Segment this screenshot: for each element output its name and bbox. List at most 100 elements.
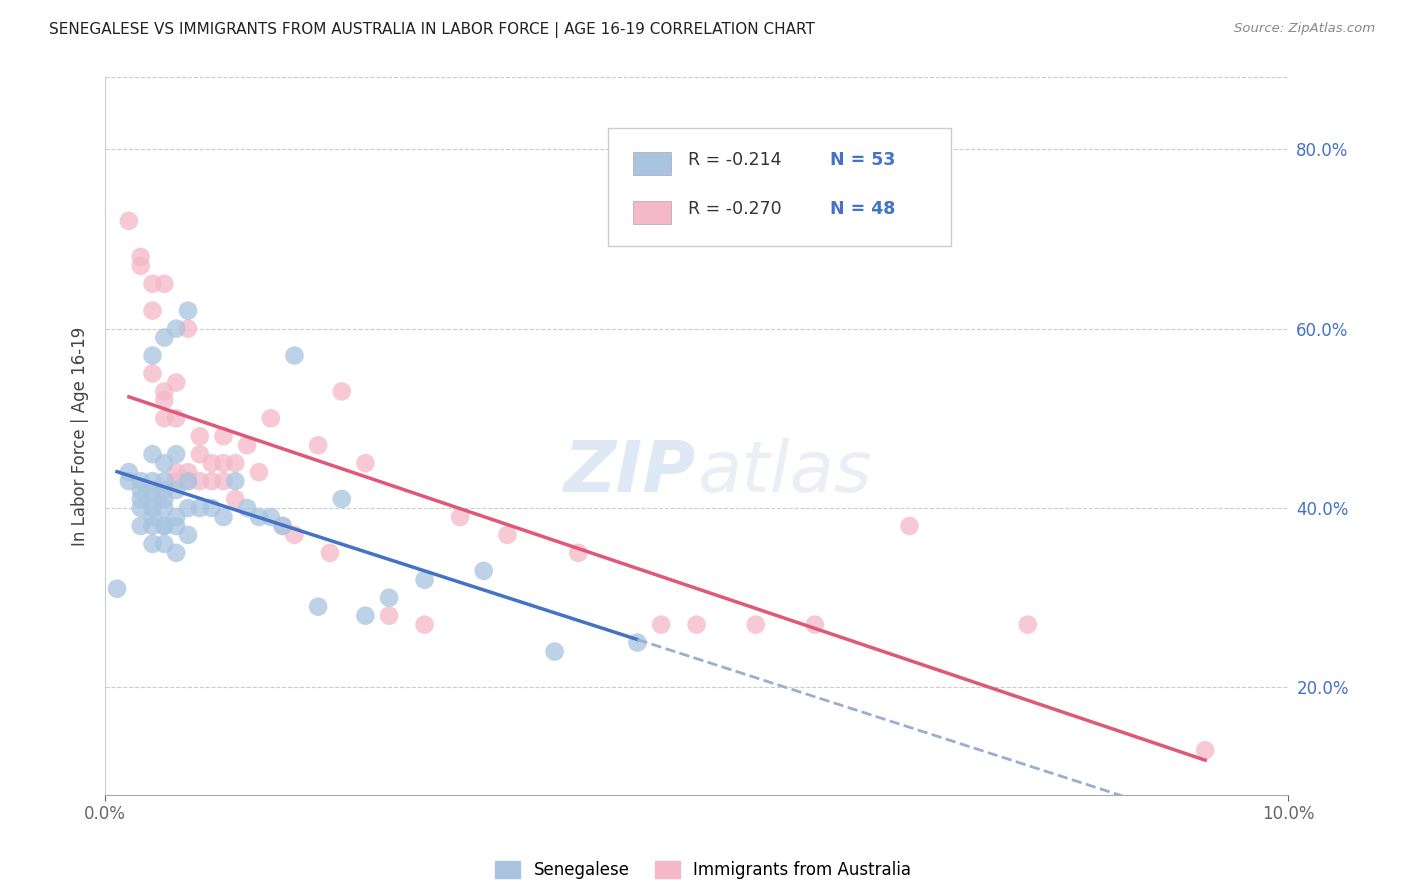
Point <box>129 250 152 264</box>
Point <box>472 564 495 578</box>
Point <box>745 617 768 632</box>
Point <box>201 474 224 488</box>
Point <box>165 321 187 335</box>
Point <box>804 617 827 632</box>
Point <box>141 474 163 488</box>
Point <box>129 519 152 533</box>
Point <box>153 474 176 488</box>
Y-axis label: In Labor Force | Age 16-19: In Labor Force | Age 16-19 <box>72 326 89 546</box>
FancyBboxPatch shape <box>607 128 950 246</box>
Text: ZIP: ZIP <box>564 438 696 507</box>
Text: N = 53: N = 53 <box>831 151 896 169</box>
Point <box>177 528 200 542</box>
Point <box>188 429 211 443</box>
Point <box>153 519 176 533</box>
Point <box>165 465 187 479</box>
Point <box>177 474 200 488</box>
Point <box>413 617 436 632</box>
Point <box>141 367 163 381</box>
Point <box>378 591 401 605</box>
Point <box>224 456 246 470</box>
Point <box>153 501 176 516</box>
Point <box>188 447 211 461</box>
Point <box>129 501 152 516</box>
Point <box>153 384 176 399</box>
FancyBboxPatch shape <box>633 152 671 175</box>
Point <box>165 411 187 425</box>
Point <box>247 510 270 524</box>
Point <box>271 519 294 533</box>
Point <box>165 447 187 461</box>
Point <box>567 546 589 560</box>
Text: Source: ZipAtlas.com: Source: ZipAtlas.com <box>1234 22 1375 36</box>
Point <box>319 546 342 560</box>
Point <box>141 501 163 516</box>
Point <box>105 582 128 596</box>
Point <box>165 519 187 533</box>
Point <box>165 376 187 390</box>
Point <box>165 474 187 488</box>
Point <box>283 349 305 363</box>
Text: R = -0.270: R = -0.270 <box>689 200 782 218</box>
Point <box>212 510 235 524</box>
Point <box>260 510 283 524</box>
Point <box>449 510 471 524</box>
Point <box>212 456 235 470</box>
Point <box>129 474 152 488</box>
Point <box>153 537 176 551</box>
Point <box>224 474 246 488</box>
Text: N = 48: N = 48 <box>831 200 896 218</box>
Point <box>247 465 270 479</box>
Point <box>141 447 163 461</box>
Point <box>129 483 152 497</box>
Point <box>201 456 224 470</box>
Point <box>129 259 152 273</box>
Point <box>153 411 176 425</box>
Point <box>141 519 163 533</box>
Point <box>224 491 246 506</box>
Point <box>1194 743 1216 757</box>
Point <box>330 384 353 399</box>
Point <box>165 510 187 524</box>
Text: SENEGALESE VS IMMIGRANTS FROM AUSTRALIA IN LABOR FORCE | AGE 16-19 CORRELATION C: SENEGALESE VS IMMIGRANTS FROM AUSTRALIA … <box>49 22 815 38</box>
Point <box>260 411 283 425</box>
Point <box>153 456 176 470</box>
Point <box>153 519 176 533</box>
Point <box>141 491 163 506</box>
Point <box>212 474 235 488</box>
Point <box>188 474 211 488</box>
Point <box>177 303 200 318</box>
Point <box>153 393 176 408</box>
Point <box>141 303 163 318</box>
Point <box>685 617 707 632</box>
FancyBboxPatch shape <box>633 201 671 224</box>
Point <box>650 617 672 632</box>
Point <box>118 465 141 479</box>
Point <box>118 474 141 488</box>
Point <box>153 277 176 291</box>
Point <box>307 438 329 452</box>
Point <box>330 491 353 506</box>
Point <box>307 599 329 614</box>
Text: R = -0.214: R = -0.214 <box>689 151 782 169</box>
Point <box>236 501 259 516</box>
Point <box>212 429 235 443</box>
Point <box>141 277 163 291</box>
Point <box>177 501 200 516</box>
Point <box>118 214 141 228</box>
Point <box>354 456 377 470</box>
Point <box>177 474 200 488</box>
Point <box>626 635 648 649</box>
Point <box>271 519 294 533</box>
Point <box>898 519 921 533</box>
Legend: Senegalese, Immigrants from Australia: Senegalese, Immigrants from Australia <box>495 861 911 880</box>
Point <box>413 573 436 587</box>
Point <box>188 501 211 516</box>
Text: atlas: atlas <box>696 438 872 507</box>
Point <box>141 510 163 524</box>
Point <box>378 608 401 623</box>
Point <box>141 349 163 363</box>
Point <box>153 491 176 506</box>
Point <box>153 483 176 497</box>
Point <box>1017 617 1039 632</box>
